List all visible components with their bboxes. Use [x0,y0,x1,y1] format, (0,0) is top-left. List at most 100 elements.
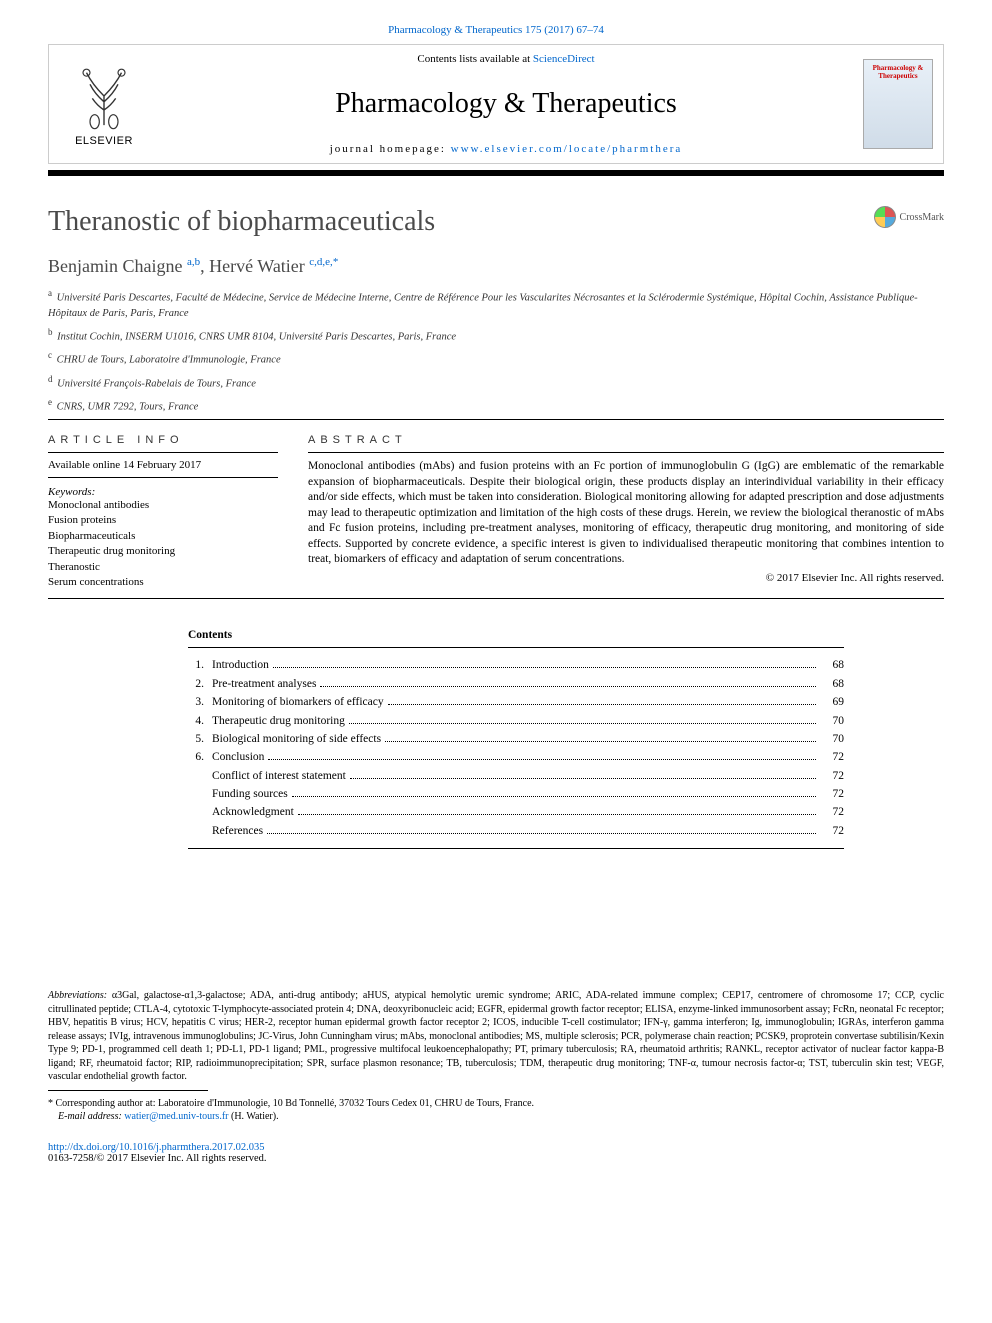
sciencedirect-link[interactable]: ScienceDirect [533,53,595,65]
toc-title: Funding sources [212,785,288,803]
affiliation: c CHRU de Tours, Laboratoire d'Immunolog… [48,349,944,368]
running-head: Pharmacology & Therapeutics 175 (2017) 6… [48,24,944,36]
toc-row: References 72 [188,822,844,840]
contents-available: Contents lists available at ScienceDirec… [417,53,594,65]
toc-dots [349,723,816,724]
doi-link[interactable]: http://dx.doi.org/10.1016/j.pharmthera.2… [48,1142,265,1153]
abstract-text: Monoclonal antibodies (mAbs) and fusion … [308,459,944,568]
toc-page: 68 [820,675,844,693]
toc-title: Introduction [212,656,269,674]
abstract: abstract Monoclonal antibodies (mAbs) an… [308,434,944,590]
doi-block: http://dx.doi.org/10.1016/j.pharmthera.2… [48,1142,944,1164]
abbrev-text: α3Gal, galactose-α1,3-galactose; ADA, an… [48,990,944,1082]
keyword: Biopharmaceuticals [48,529,278,544]
affiliations: a Université Paris Descartes, Faculté de… [48,287,944,415]
toc-title: Pre-treatment analyses [212,675,316,693]
author-2-corr[interactable]: * [333,256,339,268]
toc-row: 2.Pre-treatment analyses68 [188,675,844,693]
abstract-rule [308,452,944,453]
info-rule-2 [48,477,278,478]
toc-page: 72 [820,803,844,821]
author-list: Benjamin Chaigne a,b, Hervé Watier c,d,e… [48,256,944,277]
journal-name: Pharmacology & Therapeutics [335,88,677,120]
email-label: E-mail address: [58,1111,124,1122]
affiliation: e CNRS, UMR 7292, Tours, France [48,396,944,415]
toc-dots [320,686,816,687]
homepage-link[interactable]: www.elsevier.com/locate/pharmthera [451,143,683,155]
email-link[interactable]: watier@med.univ-tours.fr [124,1111,228,1122]
article-info: article info Available online 14 Februar… [48,434,278,590]
affiliation-sup: a [48,288,52,298]
crossmark-label: CrossMark [900,212,944,223]
crossmark-badge[interactable]: CrossMark [874,206,944,228]
toc-num: 6. [188,748,212,766]
toc-dots [292,796,816,797]
toc-page: 72 [820,785,844,803]
contents-section: Contents 1.Introduction682.Pre-treatment… [188,629,844,849]
email-line: E-mail address: watier@med.univ-tours.fr… [48,1110,944,1124]
toc-title: Monitoring of biomarkers of efficacy [212,693,384,711]
abstract-copyright: © 2017 Elsevier Inc. All rights reserved… [308,572,944,584]
elsevier-label: ELSEVIER [75,135,133,147]
contents-text: Contents lists available at [417,53,532,65]
toc-title: Acknowledgment [212,803,294,821]
issn-line: 0163-7258/© 2017 Elsevier Inc. All right… [48,1153,267,1164]
author-1: Benjamin Chaigne [48,256,187,276]
cover-thumbnail: Pharmacology & Therapeutics [863,59,933,149]
toc-row: Funding sources 72 [188,785,844,803]
keyword: Fusion proteins [48,513,278,528]
toc-row: 4.Therapeutic drug monitoring70 [188,712,844,730]
crossmark-icon [874,206,896,228]
author-1-aff[interactable]: a,b [187,256,200,268]
footer-block: Abbreviations: α3Gal, galactose-α1,3-gal… [48,989,944,1124]
toc-page: 72 [820,767,844,785]
author-sep: , [200,256,209,276]
toc-page: 72 [820,822,844,840]
info-rule-1 [48,452,278,453]
keyword: Monoclonal antibodies [48,498,278,513]
toc-row: 3.Monitoring of biomarkers of efficacy 69 [188,693,844,711]
toc-num: 1. [188,656,212,674]
corr-text: Corresponding author at: Laboratoire d'I… [53,1098,534,1109]
author-2: Hervé Watier [209,256,309,276]
homepage-label: journal homepage: [330,143,451,155]
toc-dots [298,814,816,815]
toc-dots [350,778,816,779]
abstract-heading: abstract [308,434,944,446]
journal-homepage: journal homepage: www.elsevier.com/locat… [330,143,683,155]
citation-link[interactable]: Pharmacology & Therapeutics 175 (2017) 6… [388,24,604,36]
affiliation-sup: b [48,327,53,337]
journal-banner: ELSEVIER Contents lists available at Sci… [48,44,944,164]
toc-table: 1.Introduction682.Pre-treatment analyses… [188,656,844,840]
contents-heading: Contents [188,629,844,641]
affiliation-sup: e [48,397,52,407]
toc-page: 72 [820,748,844,766]
banner-center: Contents lists available at ScienceDirec… [159,45,853,163]
toc-row: Conflict of interest statement 72 [188,767,844,785]
toc-row: 6.Conclusion72 [188,748,844,766]
toc-title: Conflict of interest statement [212,767,346,785]
toc-num: 3. [188,693,212,711]
article-title: Theranostic of biopharmaceuticals [48,206,435,238]
info-abstract-row: article info Available online 14 Februar… [48,434,944,590]
cover-title: Pharmacology & Therapeutics [868,64,928,80]
toc-num: 5. [188,730,212,748]
toc-title: References [212,822,263,840]
toc-page: 69 [820,693,844,711]
toc-dots [268,759,816,760]
toc-row: 5.Biological monitoring of side effects7… [188,730,844,748]
info-heading: article info [48,434,278,446]
corresponding-author: * Corresponding author at: Laboratoire d… [48,1097,944,1111]
author-2-aff[interactable]: c,d,e, [309,256,333,268]
affiliation: a Université Paris Descartes, Faculté de… [48,287,944,322]
banner-rule [48,170,944,176]
footer-rule [48,1090,208,1091]
rule-after-abstract [48,598,944,599]
toc-num: 4. [188,712,212,730]
toc-page: 70 [820,712,844,730]
keyword: Theranostic [48,560,278,575]
affiliation-sup: c [48,350,52,360]
journal-cover: Pharmacology & Therapeutics [853,45,943,163]
keyword: Serum concentrations [48,575,278,590]
toc-dots [267,833,816,834]
